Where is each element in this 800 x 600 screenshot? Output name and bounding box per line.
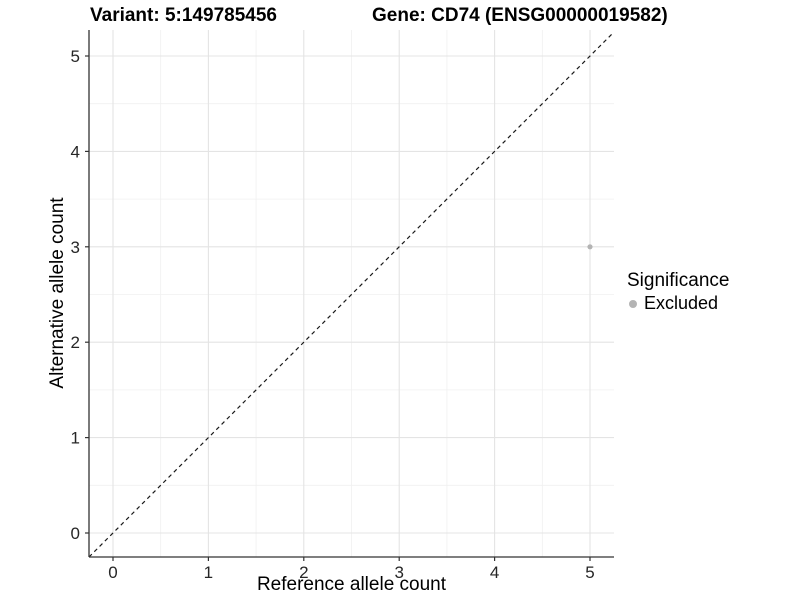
data-point <box>587 244 593 250</box>
y-tick-label: 0 <box>71 524 80 543</box>
x-tick-label: 4 <box>490 563 499 582</box>
legend: Significance Excluded <box>627 270 797 314</box>
legend-point-icon <box>629 299 637 308</box>
x-tick-label: 0 <box>108 563 117 582</box>
gene-title: Gene: CD74 (ENSG00000019582) <box>372 5 668 26</box>
x-axis-label: Reference allele count <box>256 574 447 595</box>
y-tick-label: 1 <box>71 429 80 448</box>
legend-title: Significance <box>627 270 730 291</box>
x-tick-label: 2 <box>299 563 308 582</box>
legend-item-label: Excluded <box>644 293 719 313</box>
legend-item: Excluded <box>627 293 797 314</box>
variant-title: Variant: 5:149785456 <box>90 5 277 26</box>
y-tick-label: 4 <box>71 142 80 161</box>
y-axis-label: Alternative allele count <box>47 197 68 389</box>
x-tick-label: 1 <box>204 563 213 582</box>
y-tick-label: 5 <box>71 47 80 66</box>
y-tick-label: 2 <box>71 333 80 352</box>
x-tick-label: 3 <box>394 563 403 582</box>
y-tick-label: 3 <box>71 238 80 257</box>
identity-line <box>88 31 615 558</box>
x-tick-label: 5 <box>585 563 594 582</box>
